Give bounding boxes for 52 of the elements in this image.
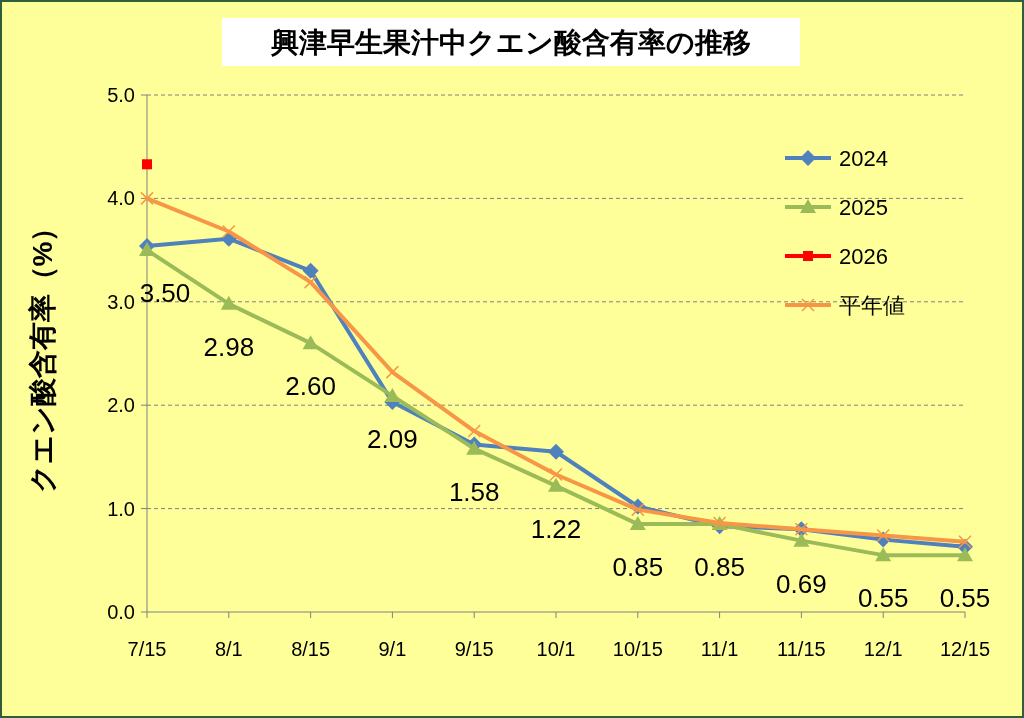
y-tick-label: 1.0 bbox=[107, 497, 135, 520]
x-tick-label: 7/15 bbox=[127, 638, 167, 660]
data-label: 2.98 bbox=[203, 331, 255, 362]
y-tick-label: 4.0 bbox=[107, 187, 135, 210]
y-tick-label: 2.0 bbox=[107, 394, 135, 417]
data-label: 0.85 bbox=[694, 552, 745, 583]
point bbox=[793, 532, 810, 547]
data-label: 0.55 bbox=[939, 583, 991, 614]
y-axis-title: クエン酸含有率（%） bbox=[27, 213, 58, 494]
x-tick-label: 10/15 bbox=[612, 638, 663, 660]
point bbox=[876, 528, 890, 543]
y-tick-label: 5.0 bbox=[107, 84, 135, 106]
data-label: 0.69 bbox=[776, 568, 827, 599]
point bbox=[875, 547, 892, 562]
x-tick-label: 8/1 bbox=[214, 638, 243, 660]
point bbox=[958, 534, 972, 549]
point bbox=[302, 335, 319, 350]
data-label: 0.55 bbox=[857, 583, 909, 614]
legend-label: 2025 bbox=[839, 195, 888, 220]
point bbox=[549, 467, 563, 482]
point bbox=[140, 191, 154, 206]
x-tick-label: 11/15 bbox=[777, 638, 826, 660]
point bbox=[139, 242, 155, 257]
legend-label: 2026 bbox=[839, 244, 888, 269]
x-tick-label: 9/1 bbox=[378, 638, 407, 660]
point bbox=[220, 295, 237, 310]
legend-label: 2024 bbox=[839, 146, 888, 171]
x-tick-label: 12/15 bbox=[939, 638, 991, 660]
x-tick-label: 10/1 bbox=[536, 638, 576, 660]
legend-label: 平年値 bbox=[839, 293, 905, 318]
y-tick-label: 3.0 bbox=[107, 290, 135, 313]
point bbox=[957, 547, 973, 562]
x-tick-label: 9/15 bbox=[454, 638, 494, 660]
data-label: 2.09 bbox=[367, 423, 418, 454]
data-label: 1.22 bbox=[530, 513, 582, 544]
y-tick-label: 0.0 bbox=[107, 601, 135, 623]
data-label: 1.58 bbox=[448, 476, 500, 507]
x-tick-label: 8/15 bbox=[291, 638, 331, 660]
point bbox=[303, 275, 318, 289]
point bbox=[548, 443, 564, 460]
data-label: 2.60 bbox=[285, 371, 336, 402]
point bbox=[629, 516, 646, 531]
x-tick-label: 12/1 bbox=[863, 638, 903, 660]
x-tick-label: 11/1 bbox=[700, 638, 739, 660]
point bbox=[548, 477, 564, 492]
data-label: 0.85 bbox=[612, 552, 664, 583]
point bbox=[631, 502, 645, 517]
point bbox=[222, 224, 236, 239]
point bbox=[302, 262, 319, 279]
data-label: 3.50 bbox=[139, 278, 191, 309]
point bbox=[466, 440, 483, 455]
chart-title: 興津早生果汁中クエン酸含有率の推移 bbox=[270, 27, 751, 58]
